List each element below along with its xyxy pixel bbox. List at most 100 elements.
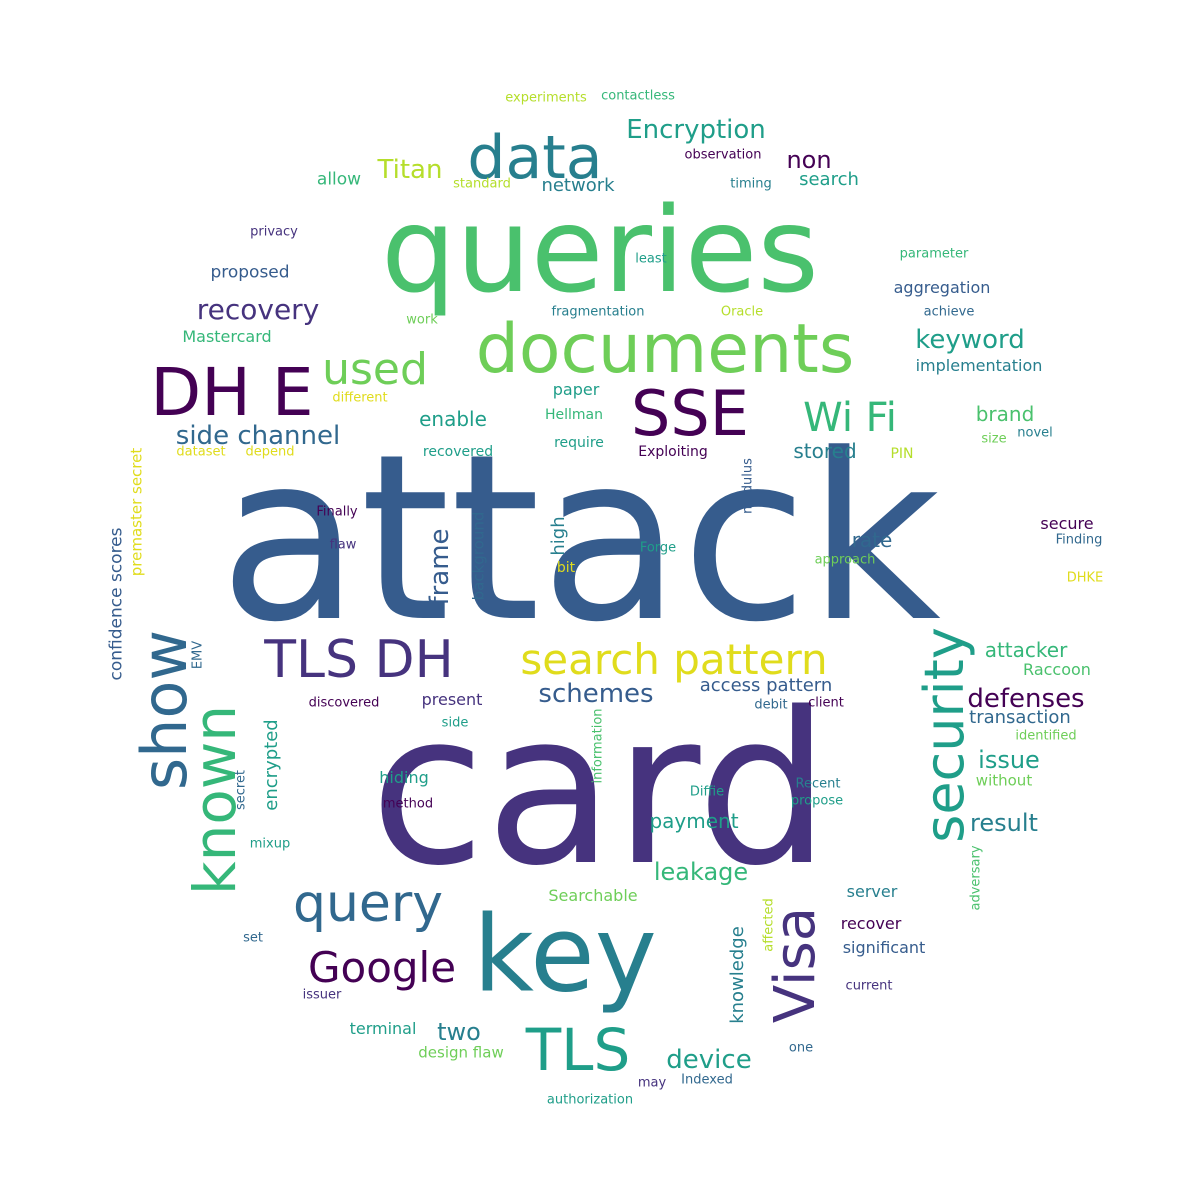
word-enable: enable [419,407,487,431]
word-identified: identified [1015,728,1077,744]
word-search: search [799,169,859,190]
word-oracle: Oracle [720,304,764,320]
word-query: query [292,874,444,934]
word-frame: frame [425,528,455,606]
word-issuer: issuer [302,987,342,1003]
word-transaction: transaction [969,707,1071,728]
word-emv: EMV [190,640,206,670]
word-result: result [970,809,1038,837]
word-non: non [786,146,832,174]
word-used: used [322,344,428,395]
word-terminal: terminal [349,1019,417,1038]
word-defenses: defenses [967,684,1085,714]
word-attacker: attacker [984,638,1068,662]
word-side: side [441,715,469,731]
word-propose: propose [790,793,844,809]
word-information: information [590,708,606,784]
word-side-channel: side channel [175,421,341,451]
word-confidence-scores: confidence scores [106,527,127,681]
word-finding: Finding [1055,532,1103,548]
word-parameter: parameter [899,246,969,262]
word-implementation: implementation [915,356,1043,375]
word-mixup: mixup [249,836,291,852]
word-knowledge: knowledge [727,926,748,1024]
word-recent: Recent [795,776,841,792]
word-discovered: discovered [308,695,380,711]
word-secret: secret [233,769,249,811]
word-depend: depend [245,444,295,460]
word-sse: SSE [631,377,749,450]
word-achieve: achieve [923,304,975,320]
word-modulus: modulus [740,458,756,514]
word-dh-e: DH E [150,354,314,431]
word-keyword: keyword [915,325,1025,355]
word-attack: attack [219,406,941,673]
word-diffie: Diffie [689,784,725,800]
word-one: one [788,1040,814,1056]
word-titan: Titan [377,155,443,185]
word-brand: brand [975,402,1035,426]
word-wi-fi: Wi Fi [803,395,897,441]
word-current: current [845,978,893,994]
word-server: server [846,882,898,901]
word-dataset: dataset [176,444,226,460]
word-indexed: Indexed [681,1072,733,1088]
word-data: data [467,123,603,193]
word-encryption: Encryption [626,115,766,145]
word-without: without [975,771,1033,790]
word-payment: payment [649,809,739,833]
word-tls-dh: TLS DH [264,630,454,690]
word-different: different [332,390,388,406]
word-present: present [421,690,483,709]
word-design-flaw: design flaw [418,1043,504,1062]
word-privacy: privacy [250,224,298,240]
word-method: method [382,796,434,812]
word-flaw: flaw [329,537,357,553]
word-observation: observation [684,147,762,163]
word-pin: PIN [890,446,914,462]
word-hiding: hiding [379,768,429,787]
word-documents: documents [475,310,855,389]
word-set: set [243,930,263,946]
word-approach: approach [814,552,876,568]
word-google: Google [307,943,457,992]
word-recovered: recovered [422,444,494,460]
word-background: background [469,511,488,601]
word-searchable: Searchable [548,886,638,905]
word-proposed: proposed [210,262,290,283]
word-fragmentation: fragmentation [551,304,645,320]
word-affected: affected [761,898,777,952]
word-two: two [437,1018,481,1046]
word-size: size [981,431,1007,447]
word-novel: novel [1017,425,1053,441]
word-bit: bit [556,560,576,576]
word-finally: Finally [316,504,358,520]
word-hellman: Hellman [544,407,604,423]
word-authorization: authorization [546,1092,634,1108]
word-premaster-secret: premaster secret [127,447,146,577]
word-least: least [635,251,667,267]
word-paper: paper [552,380,600,399]
word-exploiting: Exploiting [638,444,708,460]
word-mastercard: Mastercard [182,327,272,346]
word-queries: queries [381,181,819,319]
word-require: require [554,435,604,451]
word-recovery: recovery [196,293,320,326]
word-experiments: experiments [505,90,587,106]
word-debit: debit [754,697,788,713]
word-rate: rate [851,528,893,552]
word-leakage: leakage [653,858,749,886]
word-high: high [548,516,569,556]
word-aggregation: aggregation [893,278,991,297]
word-key: key [473,893,657,1016]
word-raccoon: Raccoon [1023,660,1091,679]
word-encrypted: encrypted [261,719,282,811]
word-adversary: adversary [968,845,984,911]
word-allow: allow [316,169,362,190]
word-search-pattern: search pattern [520,635,828,684]
word-card: card [369,667,831,912]
word-schemes: schemes [538,679,654,709]
word-timing: timing [730,176,772,192]
word-issue: issue [978,746,1040,774]
